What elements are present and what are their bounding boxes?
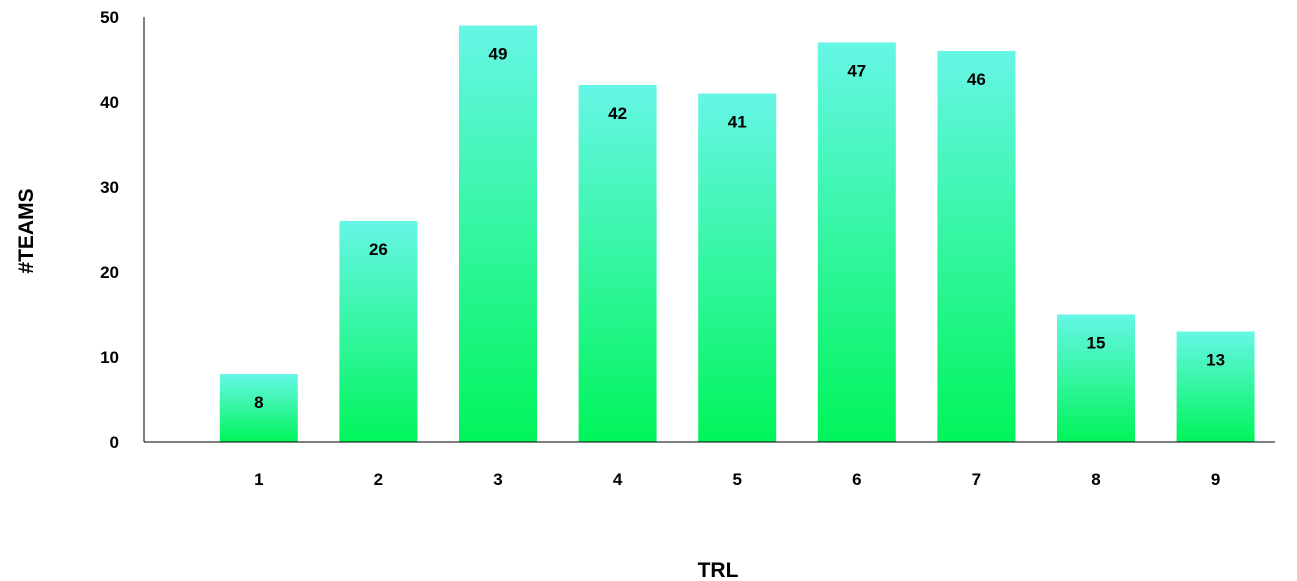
bar-value-label: 26	[369, 240, 388, 259]
x-tick-label: 3	[493, 470, 502, 489]
y-tick-label: 0	[110, 433, 119, 452]
x-tick-label: 5	[732, 470, 741, 489]
x-tick-labels: 1 2 3 4 5 6 7 8 9	[254, 470, 1220, 489]
y-tick-label: 30	[100, 178, 119, 197]
bar-value-label: 46	[967, 70, 986, 89]
bar-value-label: 41	[728, 113, 747, 132]
x-axis-title: TRL	[698, 559, 739, 581]
bar-value-label: 15	[1087, 334, 1106, 353]
y-tick-label: 10	[100, 348, 119, 367]
data-labels-group: 8 26 49 42 41 47 46 15 13	[254, 45, 1225, 413]
x-tick-label: 2	[374, 470, 383, 489]
bars-group	[219, 25, 1255, 442]
y-tick-labels: 0 10 20 30 40 50	[100, 8, 119, 452]
bar	[339, 221, 418, 442]
bar-value-label: 13	[1206, 351, 1225, 370]
bar	[937, 51, 1016, 442]
x-tick-label: 8	[1091, 470, 1100, 489]
bar	[1057, 314, 1135, 442]
x-tick-label: 4	[613, 470, 623, 489]
bar-value-label: 42	[608, 104, 627, 123]
x-tick-label: 6	[852, 470, 861, 489]
bar-value-label: 8	[254, 393, 263, 412]
bar	[817, 42, 896, 442]
bar	[578, 85, 657, 442]
bar	[219, 374, 298, 442]
bar	[459, 25, 537, 442]
x-tick-label: 1	[254, 470, 263, 489]
bar	[1176, 331, 1255, 442]
bar-value-label: 49	[489, 45, 508, 64]
x-tick-label: 9	[1211, 470, 1220, 489]
bar-value-label: 47	[847, 62, 866, 81]
x-tick-label: 7	[972, 470, 981, 489]
bar	[698, 93, 777, 442]
y-axis-title: #TEAMS	[15, 188, 38, 273]
y-tick-label: 50	[100, 8, 119, 27]
y-tick-label: 40	[100, 93, 119, 112]
y-tick-label: 20	[100, 263, 119, 282]
